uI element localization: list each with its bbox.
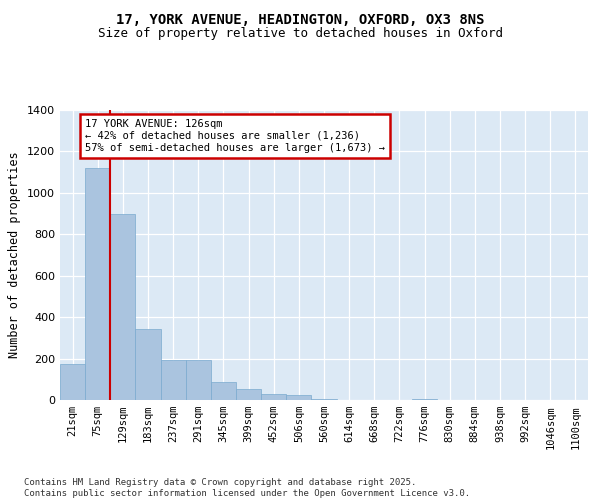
Bar — [261, 394, 286, 400]
Bar — [311, 399, 337, 400]
Text: Contains HM Land Registry data © Crown copyright and database right 2025.
Contai: Contains HM Land Registry data © Crown c… — [24, 478, 470, 498]
Bar — [286, 395, 311, 400]
Bar — [136, 328, 161, 400]
Bar — [412, 399, 437, 400]
Bar — [161, 360, 186, 400]
Text: 17 YORK AVENUE: 126sqm
← 42% of detached houses are smaller (1,236)
57% of semi-: 17 YORK AVENUE: 126sqm ← 42% of detached… — [85, 120, 385, 152]
Bar — [186, 360, 211, 400]
Y-axis label: Number of detached properties: Number of detached properties — [8, 152, 22, 358]
Text: Size of property relative to detached houses in Oxford: Size of property relative to detached ho… — [97, 28, 503, 40]
Bar — [236, 388, 261, 400]
Text: 17, YORK AVENUE, HEADINGTON, OXFORD, OX3 8NS: 17, YORK AVENUE, HEADINGTON, OXFORD, OX3… — [116, 12, 484, 26]
Bar — [211, 382, 236, 400]
Bar — [85, 168, 110, 400]
Bar — [110, 214, 136, 400]
Bar — [60, 364, 85, 400]
